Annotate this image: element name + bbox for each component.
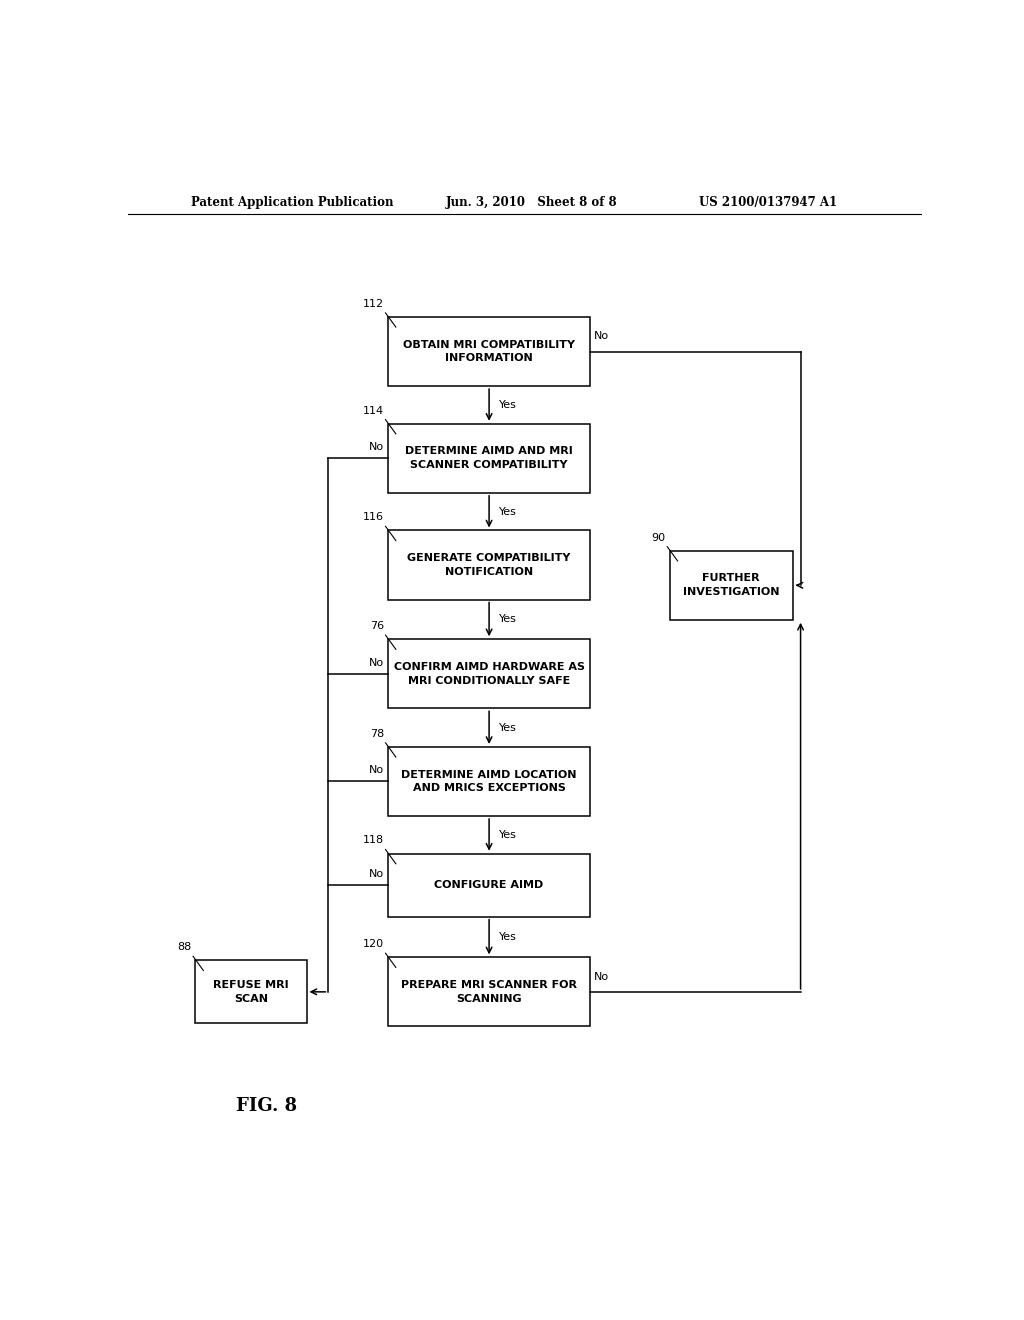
Text: No: No [369, 657, 384, 668]
Text: Jun. 3, 2010   Sheet 8 of 8: Jun. 3, 2010 Sheet 8 of 8 [445, 195, 617, 209]
Text: 112: 112 [362, 298, 384, 309]
Text: DETERMINE AIMD AND MRI
SCANNER COMPATIBILITY: DETERMINE AIMD AND MRI SCANNER COMPATIBI… [406, 446, 573, 470]
Text: Yes: Yes [500, 932, 517, 942]
FancyBboxPatch shape [388, 639, 590, 709]
FancyBboxPatch shape [388, 854, 590, 916]
Text: Patent Application Publication: Patent Application Publication [191, 195, 394, 209]
Text: 90: 90 [651, 532, 666, 543]
FancyBboxPatch shape [388, 747, 590, 816]
Text: 118: 118 [362, 836, 384, 846]
Text: No: No [369, 442, 384, 453]
Text: 120: 120 [362, 939, 384, 949]
Text: Yes: Yes [500, 830, 517, 840]
Text: US 2100/0137947 A1: US 2100/0137947 A1 [699, 195, 838, 209]
Text: FIG. 8: FIG. 8 [237, 1097, 297, 1114]
FancyBboxPatch shape [388, 424, 590, 492]
Text: REFUSE MRI
SCAN: REFUSE MRI SCAN [213, 979, 289, 1003]
Text: Yes: Yes [500, 614, 517, 624]
Text: No: No [594, 972, 609, 982]
Text: FURTHER
INVESTIGATION: FURTHER INVESTIGATION [683, 573, 779, 597]
FancyBboxPatch shape [388, 957, 590, 1027]
Text: 76: 76 [370, 620, 384, 631]
Text: No: No [594, 331, 609, 342]
FancyBboxPatch shape [388, 531, 590, 599]
Text: OBTAIN MRI COMPATIBILITY
INFORMATION: OBTAIN MRI COMPATIBILITY INFORMATION [403, 339, 575, 363]
Text: No: No [369, 766, 384, 775]
Text: Yes: Yes [500, 507, 517, 516]
Text: 116: 116 [362, 512, 384, 523]
Text: DETERMINE AIMD LOCATION
AND MRICS EXCEPTIONS: DETERMINE AIMD LOCATION AND MRICS EXCEPT… [401, 770, 577, 793]
Text: Yes: Yes [500, 400, 517, 411]
Text: 114: 114 [362, 405, 384, 416]
FancyBboxPatch shape [196, 961, 306, 1023]
Text: 88: 88 [177, 942, 191, 952]
Text: PREPARE MRI SCANNER FOR
SCANNING: PREPARE MRI SCANNER FOR SCANNING [401, 979, 578, 1003]
Text: No: No [369, 869, 384, 879]
Text: CONFIRM AIMD HARDWARE AS
MRI CONDITIONALLY SAFE: CONFIRM AIMD HARDWARE AS MRI CONDITIONAL… [393, 661, 585, 685]
Text: CONFIGURE AIMD: CONFIGURE AIMD [434, 880, 544, 890]
Text: 78: 78 [370, 729, 384, 739]
FancyBboxPatch shape [670, 550, 793, 620]
Text: Yes: Yes [500, 722, 517, 733]
Text: GENERATE COMPATIBILITY
NOTIFICATION: GENERATE COMPATIBILITY NOTIFICATION [408, 553, 570, 577]
FancyBboxPatch shape [388, 317, 590, 385]
